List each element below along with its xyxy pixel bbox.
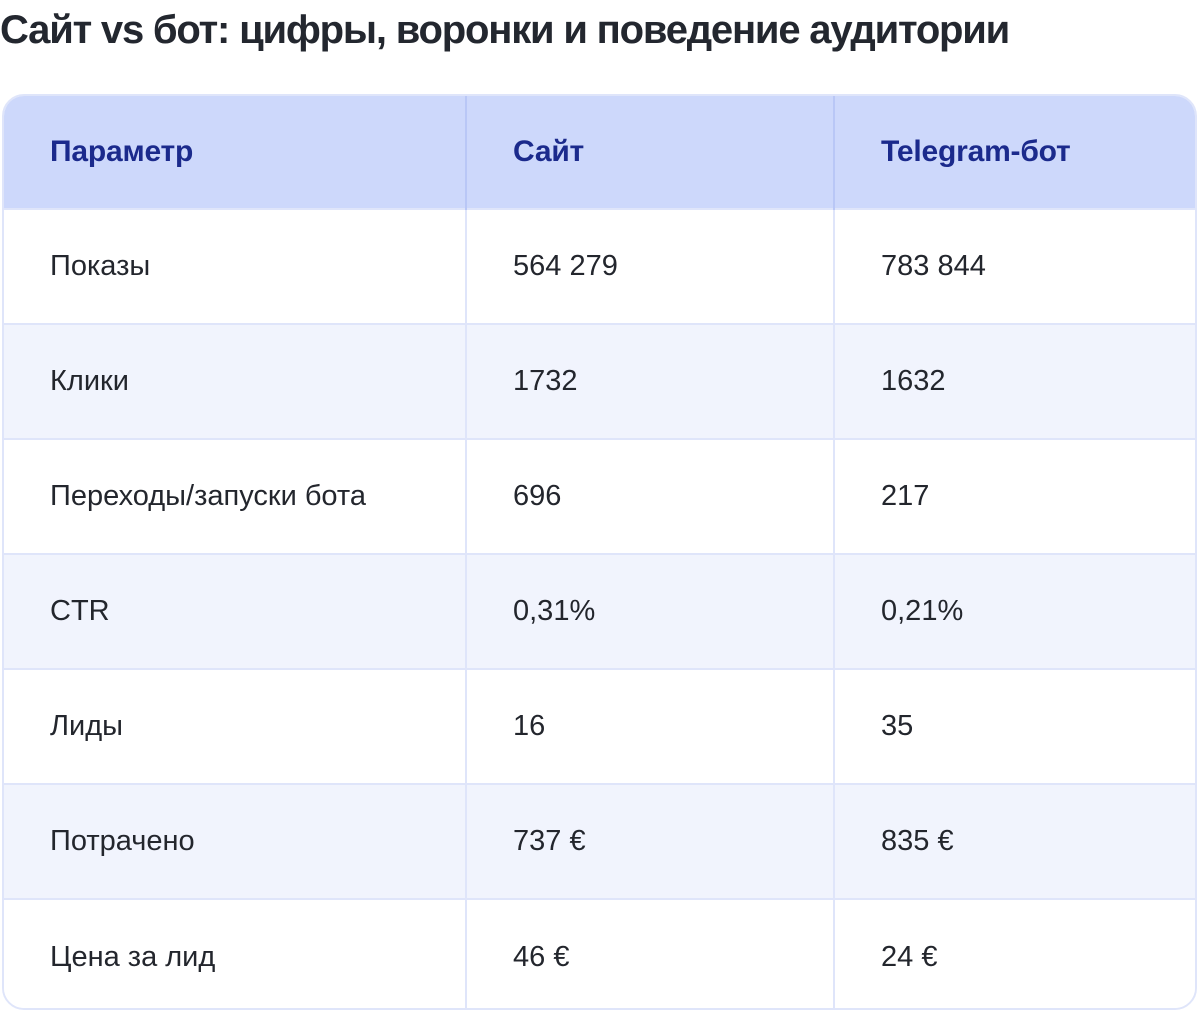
header-row: Параметр Сайт Telegram-бот bbox=[4, 96, 1195, 209]
table-row: Клики 1732 1632 bbox=[4, 323, 1195, 439]
cell-site-value: 16 bbox=[466, 668, 835, 784]
table-header: Параметр Сайт Telegram-бот bbox=[4, 96, 1195, 209]
cell-bot-value: 783 844 bbox=[834, 208, 1195, 324]
cell-parameter: Переходы/запуски бота bbox=[4, 438, 467, 554]
cell-site-value: 696 bbox=[466, 438, 835, 554]
table-row: Цена за лид 46 € 24 € bbox=[4, 898, 1195, 1008]
comparison-table: Параметр Сайт Telegram-бот Показы 564 27… bbox=[4, 96, 1195, 1008]
cell-parameter: Потрачено bbox=[4, 783, 467, 899]
cell-site-value: 564 279 bbox=[466, 208, 835, 324]
cell-bot-value: 217 bbox=[834, 438, 1195, 554]
table-row: Потрачено 737 € 835 € bbox=[4, 783, 1195, 899]
header-parameter: Параметр bbox=[4, 96, 467, 209]
cell-bot-value: 35 bbox=[834, 668, 1195, 784]
header-site: Сайт bbox=[466, 96, 835, 209]
header-telegram-bot: Telegram-бот bbox=[834, 96, 1195, 209]
cell-bot-value: 24 € bbox=[834, 898, 1195, 1008]
cell-site-value: 1732 bbox=[466, 323, 835, 439]
cell-parameter: Лиды bbox=[4, 668, 467, 784]
table-row: CTR 0,31% 0,21% bbox=[4, 553, 1195, 669]
page-title: Сайт vs бот: цифры, воронки и поведение … bbox=[0, 8, 1010, 52]
cell-parameter: Показы bbox=[4, 208, 467, 324]
cell-bot-value: 835 € bbox=[834, 783, 1195, 899]
cell-bot-value: 1632 bbox=[834, 323, 1195, 439]
cell-bot-value: 0,21% bbox=[834, 553, 1195, 669]
cell-parameter: Цена за лид bbox=[4, 898, 467, 1008]
cell-site-value: 737 € bbox=[466, 783, 835, 899]
cell-parameter: Клики bbox=[4, 323, 467, 439]
table-row: Показы 564 279 783 844 bbox=[4, 208, 1195, 324]
cell-site-value: 0,31% bbox=[466, 553, 835, 669]
comparison-table-container: Параметр Сайт Telegram-бот Показы 564 27… bbox=[2, 94, 1197, 1010]
table-row: Переходы/запуски бота 696 217 bbox=[4, 438, 1195, 554]
cell-site-value: 46 € bbox=[466, 898, 835, 1008]
cell-parameter: CTR bbox=[4, 553, 467, 669]
table-body: Показы 564 279 783 844 Клики 1732 1632 П… bbox=[4, 208, 1195, 1008]
table-row: Лиды 16 35 bbox=[4, 668, 1195, 784]
